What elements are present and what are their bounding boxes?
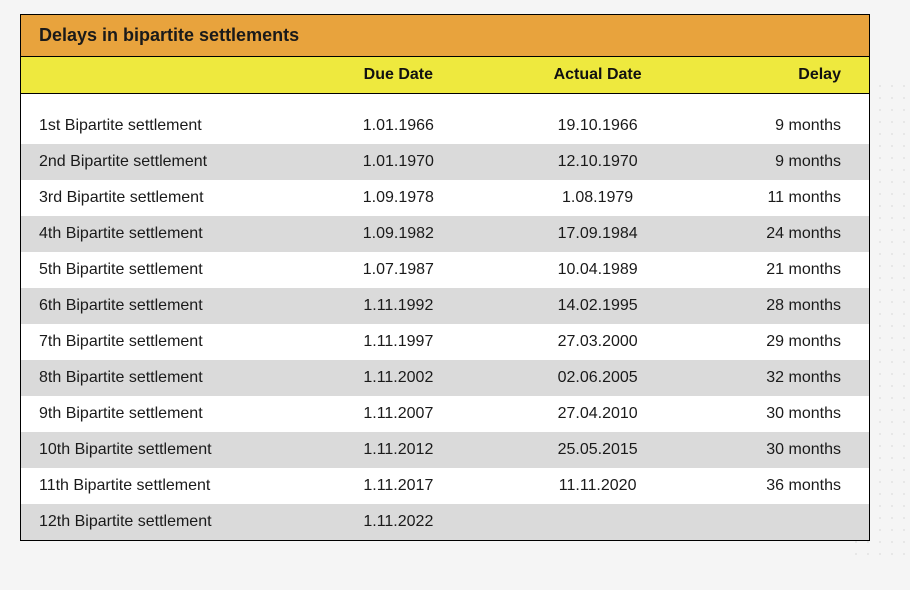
cell-due: 1.11.2022: [301, 504, 496, 540]
cell-due: 1.09.1978: [301, 180, 496, 216]
cell-actual: 02.06.2005: [496, 360, 700, 396]
cell-name: 7th Bipartite settlement: [21, 324, 301, 360]
cell-due: 1.11.2007: [301, 396, 496, 432]
cell-name: 11th Bipartite settlement: [21, 468, 301, 504]
cell-due: 1.01.1966: [301, 108, 496, 144]
cell-name: 9th Bipartite settlement: [21, 396, 301, 432]
table-row: 1st Bipartite settlement1.01.196619.10.1…: [21, 108, 869, 144]
cell-name: 2nd Bipartite settlement: [21, 144, 301, 180]
cell-delay: 21 months: [699, 252, 869, 288]
table-row: 9th Bipartite settlement1.11.200727.04.2…: [21, 396, 869, 432]
cell-delay: 30 months: [699, 432, 869, 468]
cell-actual: 27.03.2000: [496, 324, 700, 360]
col-header-actual: Actual Date: [496, 57, 700, 93]
cell-actual: 11.11.2020: [496, 468, 700, 504]
cell-due: 1.11.1997: [301, 324, 496, 360]
cell-delay: 29 months: [699, 324, 869, 360]
table-row: 8th Bipartite settlement1.11.200202.06.2…: [21, 360, 869, 396]
table-row: 12th Bipartite settlement1.11.2022: [21, 504, 869, 540]
table-row: 3rd Bipartite settlement1.09.19781.08.19…: [21, 180, 869, 216]
table-title: Delays in bipartite settlements: [21, 15, 869, 57]
col-header-name: [21, 57, 301, 93]
cell-delay: [699, 504, 869, 540]
cell-actual: 25.05.2015: [496, 432, 700, 468]
cell-name: 8th Bipartite settlement: [21, 360, 301, 396]
table-row: 11th Bipartite settlement1.11.201711.11.…: [21, 468, 869, 504]
table-header-row: Due Date Actual Date Delay: [21, 57, 869, 94]
settlements-table: Delays in bipartite settlements Due Date…: [20, 14, 870, 541]
cell-actual: 17.09.1984: [496, 216, 700, 252]
cell-delay: 28 months: [699, 288, 869, 324]
cell-due: 1.11.2002: [301, 360, 496, 396]
table-row: 2nd Bipartite settlement1.01.197012.10.1…: [21, 144, 869, 180]
cell-actual: 12.10.1970: [496, 144, 700, 180]
cell-actual: 1.08.1979: [496, 180, 700, 216]
cell-actual: 27.04.2010: [496, 396, 700, 432]
cell-due: 1.11.2017: [301, 468, 496, 504]
cell-due: 1.11.1992: [301, 288, 496, 324]
cell-due: 1.01.1970: [301, 144, 496, 180]
cell-delay: 36 months: [699, 468, 869, 504]
cell-delay: 9 months: [699, 108, 869, 144]
cell-name: 5th Bipartite settlement: [21, 252, 301, 288]
cell-delay: 24 months: [699, 216, 869, 252]
table-row: 6th Bipartite settlement1.11.199214.02.1…: [21, 288, 869, 324]
cell-actual: [496, 504, 700, 540]
cell-due: 1.07.1987: [301, 252, 496, 288]
cell-name: 3rd Bipartite settlement: [21, 180, 301, 216]
cell-delay: 9 months: [699, 144, 869, 180]
table-row: 4th Bipartite settlement1.09.198217.09.1…: [21, 216, 869, 252]
cell-name: 1st Bipartite settlement: [21, 108, 301, 144]
cell-name: 6th Bipartite settlement: [21, 288, 301, 324]
header-spacer: [21, 94, 869, 108]
cell-delay: 30 months: [699, 396, 869, 432]
cell-name: 4th Bipartite settlement: [21, 216, 301, 252]
table-row: 5th Bipartite settlement1.07.198710.04.1…: [21, 252, 869, 288]
table-row: 7th Bipartite settlement1.11.199727.03.2…: [21, 324, 869, 360]
cell-actual: 19.10.1966: [496, 108, 700, 144]
cell-actual: 14.02.1995: [496, 288, 700, 324]
cell-name: 12th Bipartite settlement: [21, 504, 301, 540]
cell-due: 1.11.2012: [301, 432, 496, 468]
col-header-due: Due Date: [301, 57, 496, 93]
table-row: 10th Bipartite settlement1.11.201225.05.…: [21, 432, 869, 468]
cell-name: 10th Bipartite settlement: [21, 432, 301, 468]
cell-due: 1.09.1982: [301, 216, 496, 252]
col-header-delay: Delay: [699, 57, 869, 93]
cell-actual: 10.04.1989: [496, 252, 700, 288]
cell-delay: 11 months: [699, 180, 869, 216]
cell-delay: 32 months: [699, 360, 869, 396]
